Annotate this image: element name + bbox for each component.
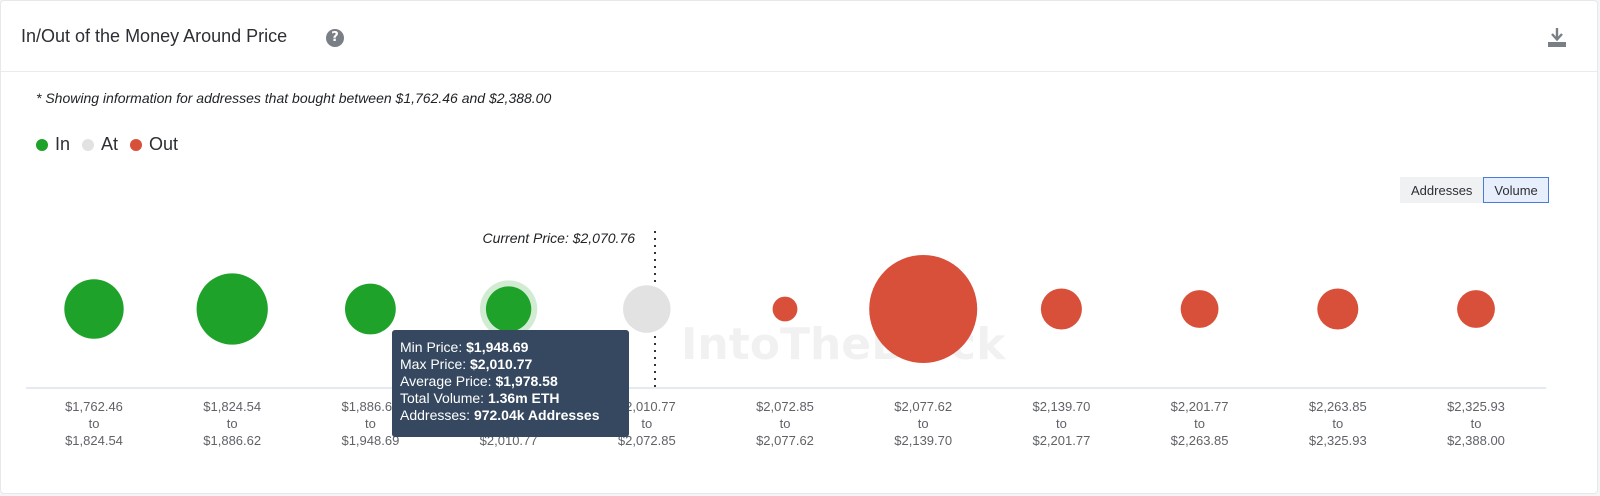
bubble-at[interactable] [623,285,671,333]
tooltip-min-price: Min Price: $1,948.69 [400,339,529,355]
bubble-out[interactable] [869,255,978,363]
tooltip-total-volume: Total Volume: 1.36m ETH [400,390,560,406]
x-tick-label: to [1056,416,1067,431]
x-tick-label: $2,201.77 [1032,433,1090,448]
x-tick-label: to [227,416,238,431]
chart-legend: In At Out [36,134,190,155]
legend-dot [130,138,143,151]
tooltip-addresses: Addresses: 972.04k Addresses [400,407,600,423]
bubble-out[interactable] [772,296,798,322]
x-tick-label: $2,325.93 [1447,399,1505,414]
x-tick-label: $2,139.70 [894,433,952,448]
x-tick-label: to [641,416,652,431]
download-icon[interactable] [1545,25,1569,49]
x-tick-label: $2,325.93 [1309,433,1367,448]
x-tick-label: $1,886.62 [341,399,399,414]
card-header: In/Out of the Money Around Price ? [1,1,1597,72]
x-tick-label: to [1194,416,1205,431]
x-tick-label: to [89,416,100,431]
tooltip-max-price: Max Price: $2,010.77 [400,356,533,372]
legend-item-out[interactable]: Out [130,134,178,155]
x-tick-label: $2,077.62 [894,399,952,414]
x-tick-label: $2,201.77 [1171,399,1229,414]
x-tick-label: $2,263.85 [1309,399,1367,414]
legend-dot [36,138,48,151]
legend-item-at[interactable]: At [82,134,118,155]
x-tick-label: $2,072.85 [618,433,676,448]
bubble-in[interactable] [345,283,396,335]
legend-item-in[interactable]: In [36,134,70,155]
bubble-chart: Current Price: $2,070.76 $1,762.46 to $1,82… [26,230,1546,448]
bubble-in[interactable] [196,273,268,345]
x-tick-label: $2,072.85 [756,399,814,414]
range-note: * Showing information for addresses that… [36,90,552,106]
x-tick-label: to [365,416,376,431]
legend-label: Out [149,134,179,154]
bubble-in[interactable] [485,286,532,332]
x-tick-label: $1,824.54 [203,399,261,414]
volume-toggle-button[interactable]: Volume [1483,177,1549,203]
x-tick-label: $2,139.70 [1032,399,1090,414]
x-tick-label: $1,948.69 [341,433,399,448]
current-price-label: Current Price: $2,070.76 [482,230,635,246]
addresses-toggle-button[interactable]: Addresses [1400,177,1484,203]
x-tick-label: $1,824.54 [65,433,123,448]
x-tick-label: $1,762.46 [65,399,123,414]
bubble-out[interactable] [1040,288,1082,330]
metric-toggle: Addresses Volume [1400,177,1549,203]
bubble-tooltip: Min Price: $1,948.69 Max Price: $2,010.7… [392,330,629,437]
x-tick-label: to [780,416,791,431]
x-tick-label: $1,886.62 [203,433,261,448]
tooltip-avg-price: Average Price: $1,978.58 [400,373,558,389]
legend-dot [82,138,95,151]
x-tick-label: $2,263.85 [1171,433,1229,448]
x-tick-label: $2,388.00 [1447,433,1505,448]
bubble-in[interactable] [64,279,124,339]
x-tick-label: to [1471,416,1482,431]
x-tick-label: to [1332,416,1343,431]
legend-label: At [101,134,119,154]
bubble-out[interactable] [1457,290,1495,328]
card-title: In/Out of the Money Around Price [21,26,288,46]
x-tick-label: $2,077.62 [756,433,814,448]
x-tick-label: $2,010.77 [618,399,676,414]
bubble-out[interactable] [1180,290,1219,328]
bubble-out[interactable] [1317,288,1359,330]
x-tick-label: to [918,416,929,431]
legend-label: In [55,134,71,154]
help-circle-icon[interactable]: ? [326,29,344,47]
